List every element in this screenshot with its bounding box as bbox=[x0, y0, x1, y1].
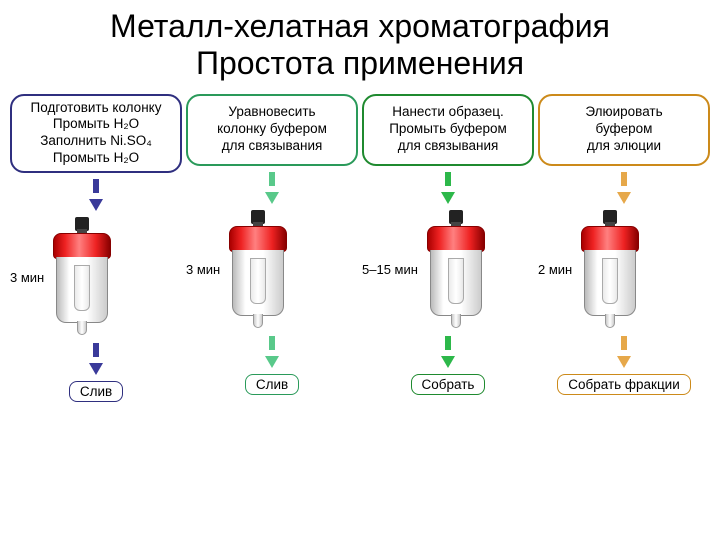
step-4: Элюировать буфером для элюции 2 мин Собр… bbox=[538, 94, 710, 403]
step-1-time: 3 мин bbox=[10, 270, 48, 285]
spin-column-icon bbox=[576, 210, 644, 330]
step-3: Нанести образец. Промыть буфером для свя… bbox=[362, 94, 534, 403]
step-2-action: Слив bbox=[245, 374, 299, 395]
title-line-2: Простота применения bbox=[196, 45, 524, 81]
step-2-line: колонку буфером bbox=[194, 121, 350, 138]
arrow-down-icon bbox=[441, 170, 455, 204]
step-4-box: Элюировать буфером для элюции bbox=[538, 94, 710, 166]
step-3-time: 5–15 мин bbox=[362, 262, 422, 277]
arrow-down-icon bbox=[265, 334, 279, 368]
step-3-action: Собрать bbox=[411, 374, 486, 395]
arrow-down-icon bbox=[89, 177, 103, 211]
spin-column-icon bbox=[224, 210, 292, 330]
step-4-line: для элюции bbox=[546, 138, 702, 155]
title-line-1: Металл-хелатная хроматография bbox=[110, 8, 610, 44]
step-3-line: Промыть буфером bbox=[370, 121, 526, 138]
step-1-line: Подготовить колонку bbox=[18, 100, 174, 117]
step-4-action: Собрать фракции bbox=[557, 374, 691, 395]
step-2-line: Уравновесить bbox=[194, 104, 350, 121]
step-2-time: 3 мин bbox=[186, 262, 224, 277]
step-1-line: Заполнить Ni.SO₄ bbox=[18, 133, 174, 150]
spin-column-icon bbox=[422, 210, 490, 330]
step-4-line: буфером bbox=[546, 121, 702, 138]
step-4-time: 2 мин bbox=[538, 262, 576, 277]
step-3-line: для связывания bbox=[370, 138, 526, 155]
step-1-box: Подготовить колонку Промыть H₂O Заполнит… bbox=[10, 94, 182, 174]
step-4-line: Элюировать bbox=[546, 104, 702, 121]
step-2-line: для связывания bbox=[194, 138, 350, 155]
step-1: Подготовить колонку Промыть H₂O Заполнит… bbox=[10, 94, 182, 403]
step-2: Уравновесить колонку буфером для связыва… bbox=[186, 94, 358, 403]
step-3-line: Нанести образец. bbox=[370, 104, 526, 121]
spin-column-icon bbox=[48, 217, 116, 337]
workflow-row: Подготовить колонку Промыть H₂O Заполнит… bbox=[10, 94, 710, 403]
arrow-down-icon bbox=[89, 341, 103, 375]
step-1-line: Промыть H₂O bbox=[18, 116, 174, 133]
slide-title: Металл-хелатная хроматография Простота п… bbox=[110, 8, 610, 82]
arrow-down-icon bbox=[265, 170, 279, 204]
arrow-down-icon bbox=[617, 170, 631, 204]
step-1-line: Промыть H₂O bbox=[18, 150, 174, 167]
arrow-down-icon bbox=[617, 334, 631, 368]
step-2-box: Уравновесить колонку буфером для связыва… bbox=[186, 94, 358, 166]
arrow-down-icon bbox=[441, 334, 455, 368]
step-3-box: Нанести образец. Промыть буфером для свя… bbox=[362, 94, 534, 166]
step-1-action: Слив bbox=[69, 381, 123, 402]
